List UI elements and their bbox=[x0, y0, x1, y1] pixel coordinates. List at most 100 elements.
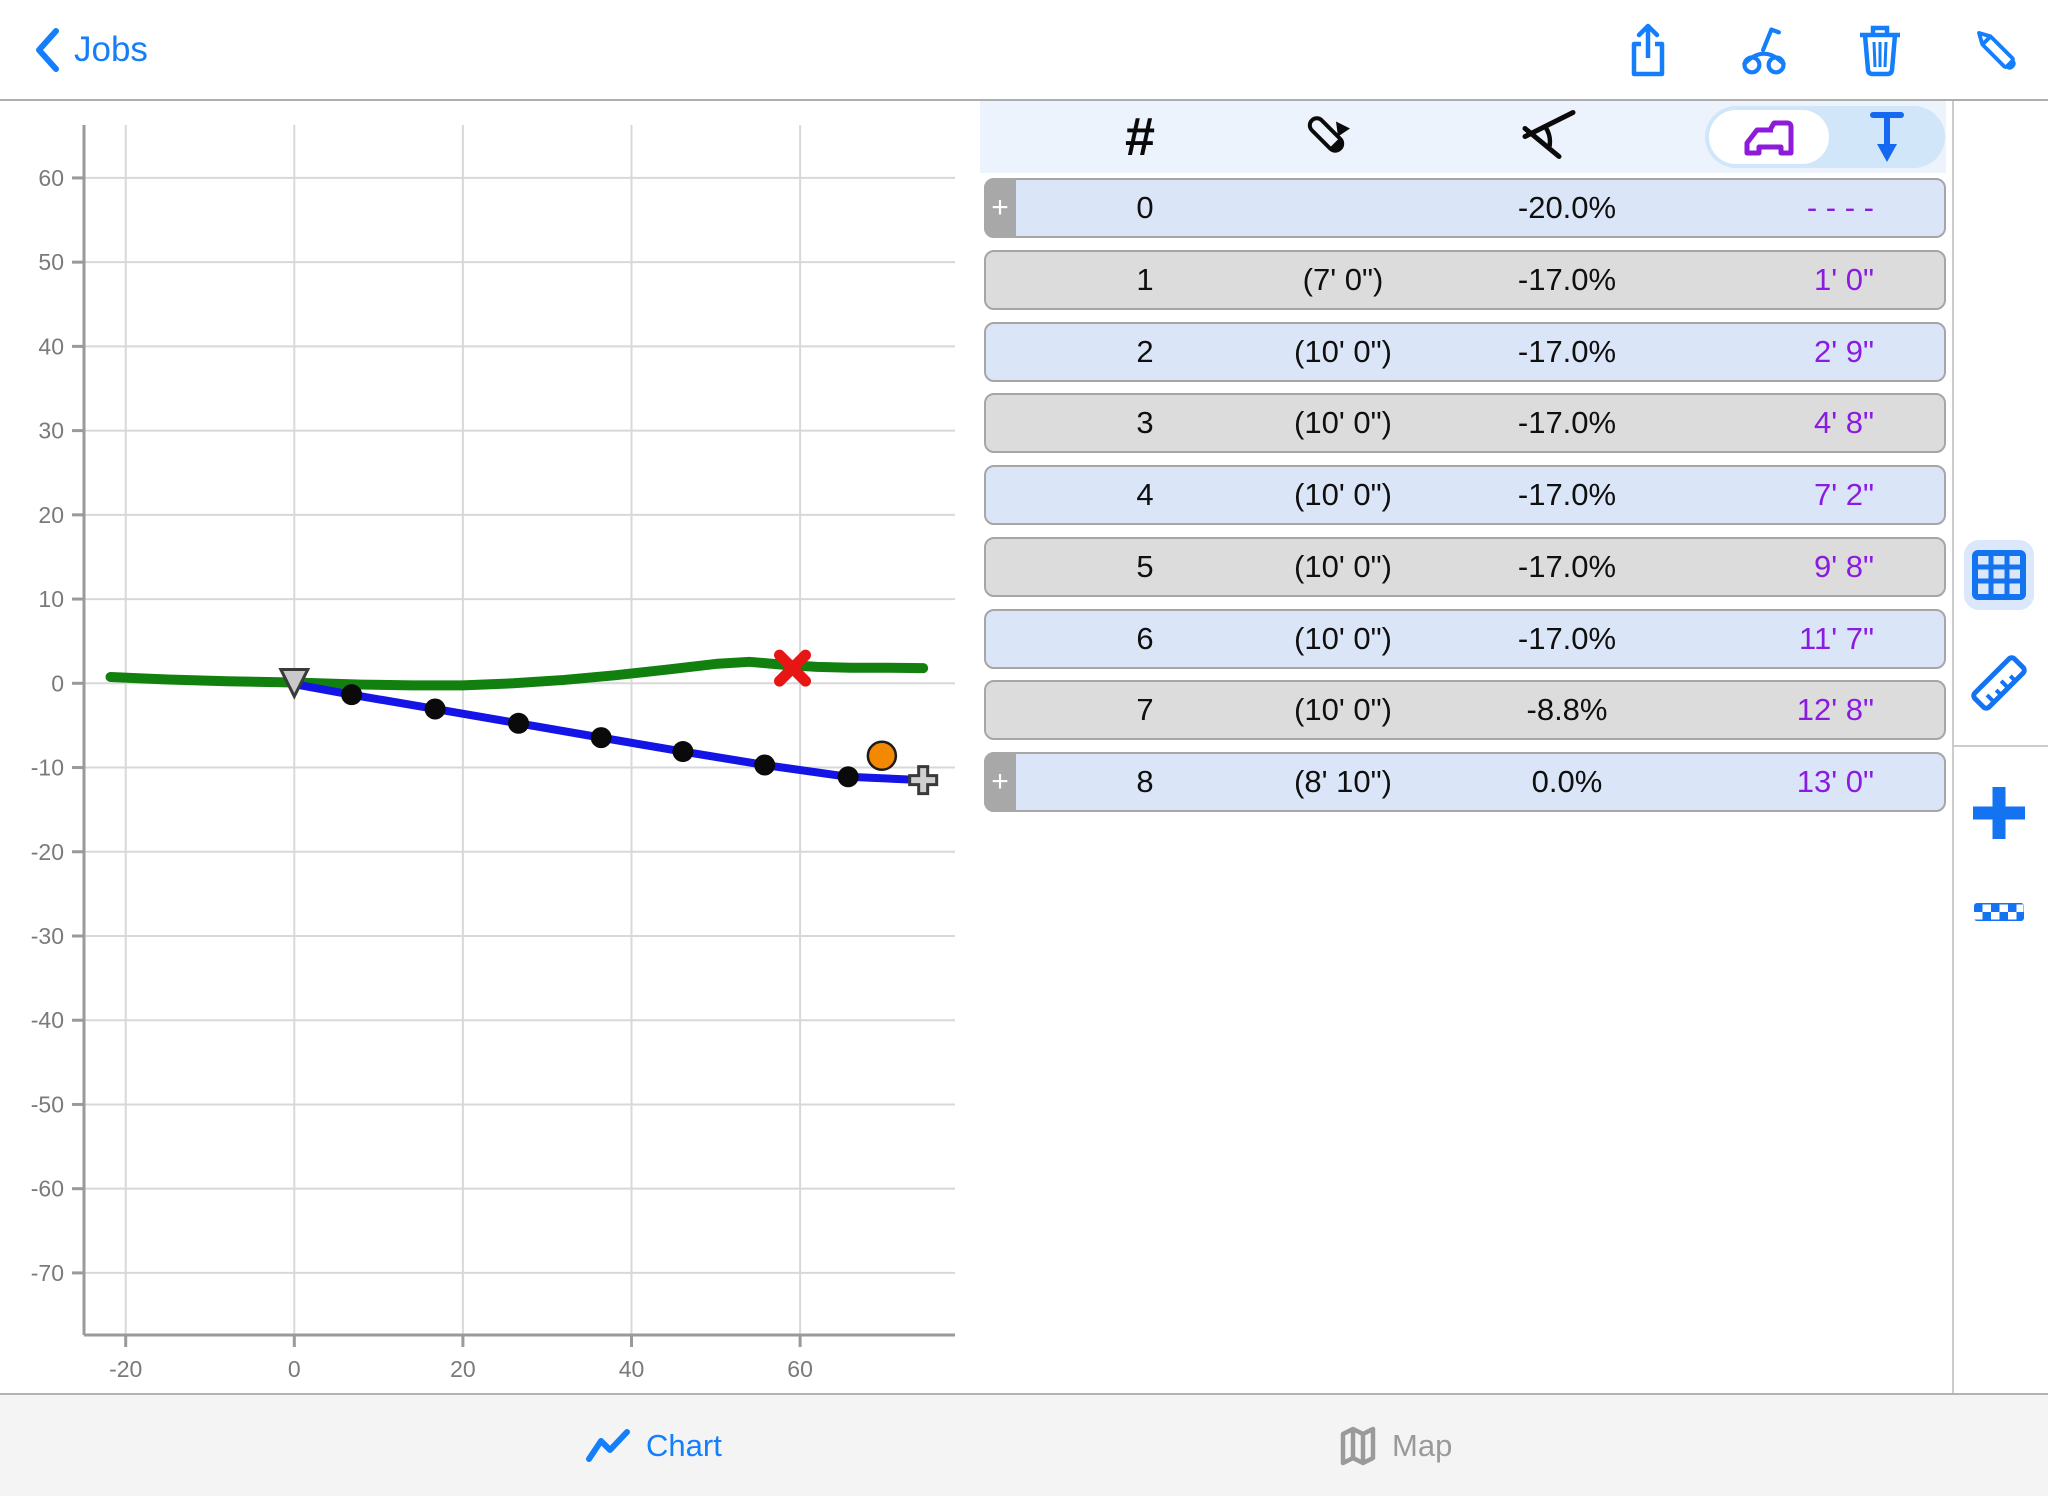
svg-text:-40: -40 bbox=[31, 1007, 64, 1033]
table-row[interactable]: 4 (10' 0") -17.0% 7' 2" bbox=[984, 465, 1946, 525]
slope-percent: -20.0% bbox=[1517, 190, 1617, 225]
table-row[interactable]: 5 (10' 0") -17.0% 9' 8" bbox=[984, 536, 1946, 597]
table-row[interactable]: 1 (7' 0") -17.0% 1' 0" bbox=[984, 249, 1946, 310]
trash-icon bbox=[1860, 25, 1900, 76]
pipe-length: (10' 0") bbox=[1294, 620, 1392, 656]
pipe-length: (8' 10") bbox=[1294, 764, 1392, 799]
pipe-length: (10' 0") bbox=[1294, 477, 1392, 512]
station-number: 3 bbox=[1136, 405, 1154, 441]
checkered-flag-icon bbox=[1974, 903, 2024, 921]
share-button[interactable] bbox=[1622, 22, 1674, 78]
pencil-icon bbox=[1977, 30, 2016, 70]
line-chart-icon bbox=[586, 1428, 630, 1462]
slope-angle-icon bbox=[1519, 107, 1577, 168]
add-row-tab[interactable]: + bbox=[984, 178, 1016, 238]
table-row[interactable]: +0 -20.0% - - - - bbox=[984, 178, 1946, 238]
toolbar-divider bbox=[1953, 745, 2048, 747]
pipe-length: (10' 0") bbox=[1294, 333, 1392, 369]
station-number: 5 bbox=[1136, 548, 1154, 584]
grid-icon bbox=[1972, 550, 2026, 600]
slope-percent: -17.0% bbox=[1517, 333, 1617, 369]
svg-text:30: 30 bbox=[38, 418, 64, 444]
svg-text:50: 50 bbox=[38, 249, 64, 275]
measure-tool-button[interactable] bbox=[1964, 648, 2034, 718]
add-row-tab[interactable]: + bbox=[984, 752, 1016, 812]
pipe-length: (10' 0") bbox=[1294, 692, 1392, 728]
svg-text:-20: -20 bbox=[31, 839, 64, 865]
depth-arrow-icon bbox=[1870, 112, 1904, 162]
svg-text:0: 0 bbox=[288, 1356, 301, 1382]
svg-text:-30: -30 bbox=[31, 923, 64, 949]
svg-text:40: 40 bbox=[619, 1356, 645, 1382]
svg-text:-10: -10 bbox=[31, 755, 64, 781]
laser-measurement: 11' 7" bbox=[1799, 620, 1874, 656]
laser-mode-selected[interactable] bbox=[1709, 110, 1829, 164]
laser-measurement: 1' 0" bbox=[1813, 261, 1874, 297]
table-row[interactable]: 2 (10' 0") -17.0% 2' 9" bbox=[984, 321, 1946, 382]
map-icon bbox=[1340, 1426, 1376, 1465]
laser-measurement: 4' 8" bbox=[1813, 405, 1874, 441]
slope-percent: -17.0% bbox=[1517, 405, 1617, 441]
pipe-length: (7' 0") bbox=[1302, 261, 1384, 297]
nav-divider bbox=[0, 99, 2048, 101]
share-icon bbox=[1631, 23, 1665, 76]
svg-text:20: 20 bbox=[450, 1356, 476, 1382]
station-number: 8 bbox=[1136, 764, 1154, 799]
svg-text:-50: -50 bbox=[31, 1091, 64, 1117]
svg-text:-70: -70 bbox=[31, 1260, 64, 1286]
laser-measurement: 9' 8" bbox=[1813, 548, 1874, 584]
nav-bar: Jobs bbox=[0, 0, 2048, 99]
slope-percent: -8.8% bbox=[1526, 692, 1608, 728]
plus-icon bbox=[1973, 787, 2025, 839]
laser-measurement: 2' 9" bbox=[1813, 333, 1874, 369]
table-header: # bbox=[980, 101, 1946, 173]
slope-percent: -17.0% bbox=[1517, 477, 1617, 512]
chevron-left-icon bbox=[36, 27, 59, 72]
station-number: 1 bbox=[1136, 261, 1154, 297]
svg-text:-60: -60 bbox=[31, 1176, 64, 1202]
table-row[interactable]: 3 (10' 0") -17.0% 4' 8" bbox=[984, 393, 1946, 454]
slope-percent: -17.0% bbox=[1517, 548, 1617, 584]
tab-chart-label: Chart bbox=[646, 1427, 722, 1463]
panel-divider bbox=[1952, 101, 1954, 1393]
finish-button[interactable] bbox=[1970, 898, 2028, 926]
add-button[interactable] bbox=[1964, 778, 2034, 848]
station-number: 4 bbox=[1136, 477, 1154, 512]
laser-measurement: - - - - bbox=[1806, 190, 1874, 225]
edit-button[interactable] bbox=[1970, 22, 2022, 78]
station-number: 7 bbox=[1136, 692, 1154, 728]
pipe-length-icon bbox=[1298, 107, 1354, 168]
grid-view-button[interactable] bbox=[1964, 540, 2034, 610]
pipe-laser-icon bbox=[1742, 26, 1786, 74]
table-row[interactable]: +8 (8' 10") 0.0% 13' 0" bbox=[984, 752, 1946, 812]
delete-button[interactable] bbox=[1854, 22, 1906, 78]
table-row[interactable]: 6 (10' 0") -17.0% 11' 7" bbox=[984, 608, 1946, 669]
bottom-tab-bar: Chart Map bbox=[0, 1393, 2048, 1496]
laser-measurement: 12' 8" bbox=[1796, 692, 1874, 728]
depth-mode-button[interactable] bbox=[1829, 106, 1945, 168]
tab-map-label: Map bbox=[1392, 1427, 1453, 1463]
tab-map[interactable]: Map bbox=[1340, 1395, 1452, 1496]
laser-measurement: 13' 0" bbox=[1796, 764, 1874, 799]
measure-mode-toggle[interactable] bbox=[1705, 106, 1945, 168]
table-row[interactable]: 7 (10' 0") -8.8% 12' 8" bbox=[984, 680, 1946, 741]
svg-text:60: 60 bbox=[38, 165, 64, 191]
svg-text:20: 20 bbox=[38, 502, 64, 528]
station-number: 0 bbox=[1136, 190, 1154, 225]
back-button-label: Jobs bbox=[74, 29, 148, 69]
laser-buggy-button[interactable] bbox=[1738, 22, 1790, 78]
ruler-icon bbox=[1971, 655, 2027, 711]
svg-text:0: 0 bbox=[51, 670, 64, 696]
tab-chart[interactable]: Chart bbox=[586, 1395, 722, 1496]
svg-text:60: 60 bbox=[787, 1356, 813, 1382]
back-button[interactable]: Jobs bbox=[34, 0, 148, 99]
laser-measurement: 7' 2" bbox=[1813, 477, 1874, 512]
svg-text:10: 10 bbox=[38, 586, 64, 612]
pipe-length: (10' 0") bbox=[1294, 548, 1392, 584]
pipe-length: (10' 0") bbox=[1294, 405, 1392, 441]
svg-text:40: 40 bbox=[38, 333, 64, 359]
slope-percent: 0.0% bbox=[1531, 764, 1603, 799]
pipe-length bbox=[1243, 180, 1443, 236]
laser-device-icon bbox=[1744, 120, 1794, 156]
